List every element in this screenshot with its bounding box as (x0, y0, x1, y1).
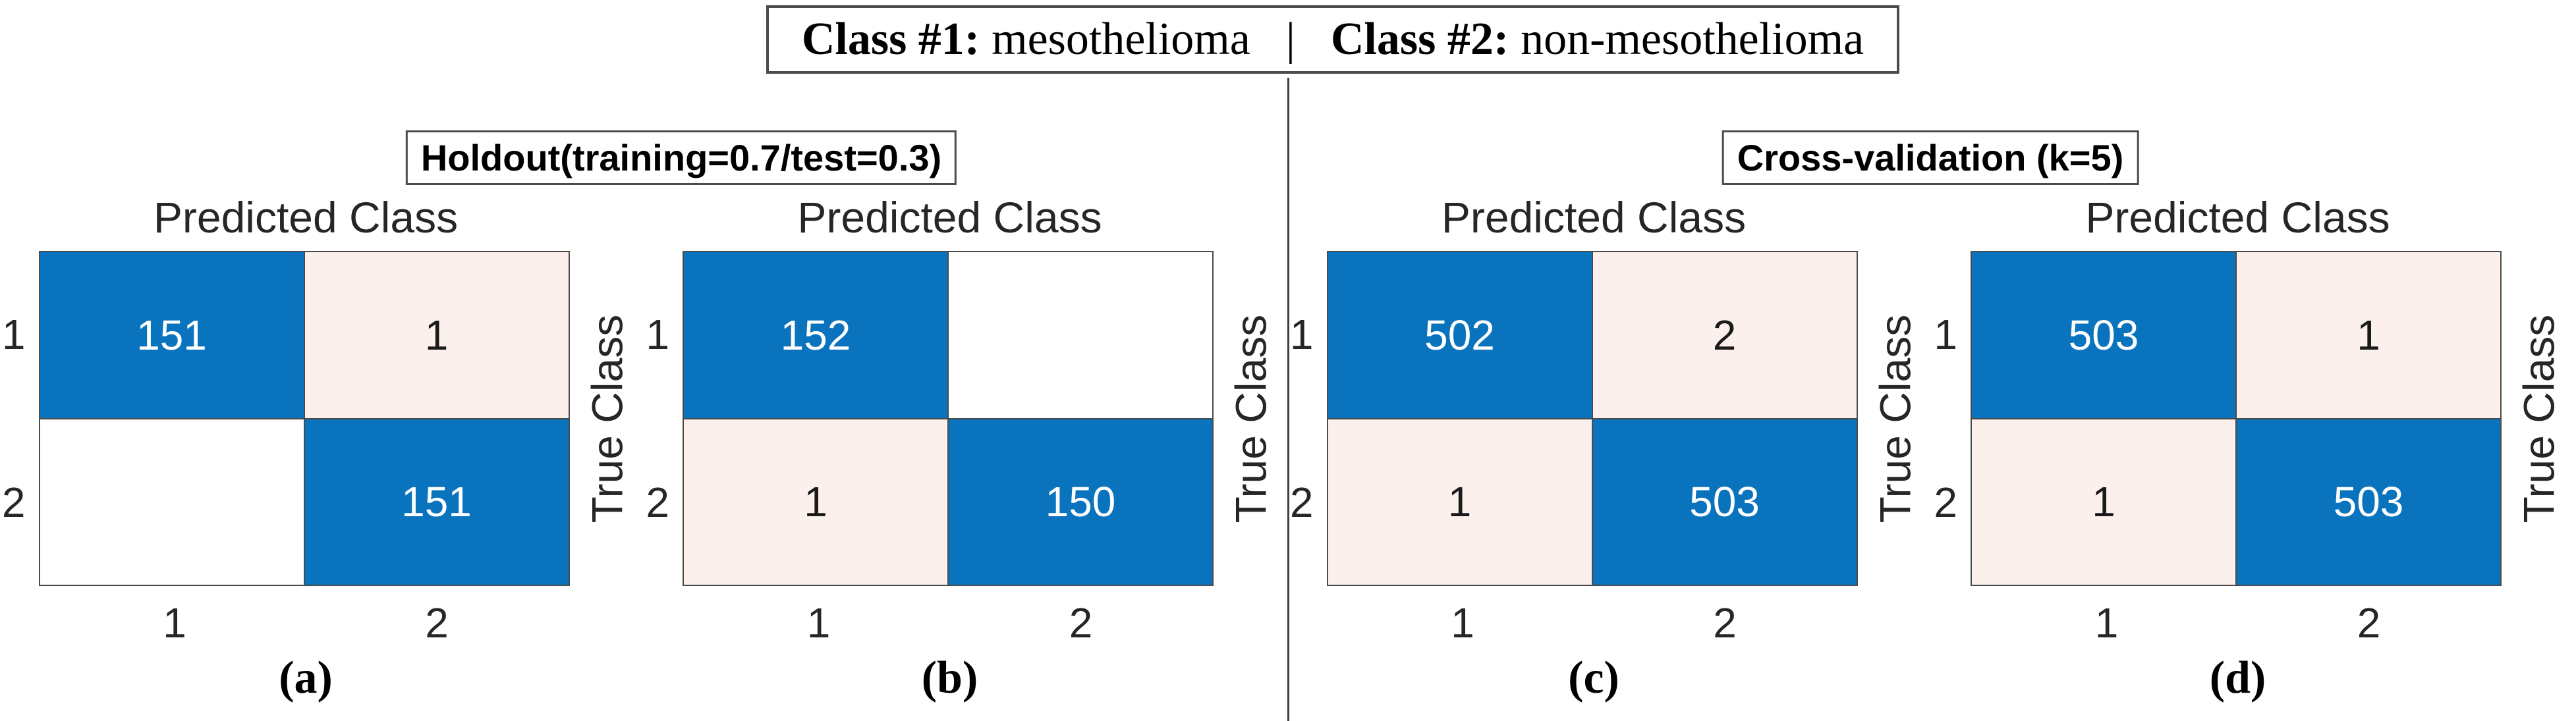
y-tick-label: 2 (1, 478, 26, 526)
matrix-cell-r1c1: 503 (1971, 251, 2237, 419)
matrix-cell-r2c1 (38, 417, 305, 586)
true-class-label: True Class (1870, 314, 1920, 523)
legend-separator: | (1285, 14, 1295, 65)
class2-label: Class #2: (1330, 14, 1509, 65)
class1-label: Class #1: (801, 14, 980, 65)
matrix-row: 152 (683, 251, 1214, 419)
predicted-class-label: Predicted Class (1441, 193, 1747, 242)
confusion-matrix-grid: 152 1 150 (683, 251, 1214, 586)
matrix-row: 151 1 (38, 251, 570, 419)
matrix-cell-r2c1: 1 (683, 417, 949, 586)
matrix-cell-r1c2: 1 (303, 251, 570, 419)
x-tick-label: 1 (1451, 599, 1474, 647)
y-tick-label: 1 (1, 311, 26, 359)
x-tick-label: 2 (425, 599, 449, 647)
true-class-label-wrap: True Class (1858, 251, 1932, 586)
matrix-cell-r1c1: 152 (683, 251, 949, 419)
matrix-row: 1 503 (1971, 417, 2502, 586)
matrix-cell-r2c2: 151 (303, 417, 570, 586)
section-divider-line (1287, 78, 1289, 721)
x-tick-label: 1 (806, 599, 831, 647)
matrix-cell-r1c2: 1 (2235, 251, 2502, 419)
x-axis-ticks: 1 2 (43, 602, 568, 644)
matrix-cell-r1c2 (947, 251, 1214, 419)
predicted-class-label: Predicted Class (153, 193, 459, 242)
class2-value: non-mesothelioma (1521, 14, 1864, 65)
y-tick-label: 2 (1934, 478, 1957, 526)
matrix-cell-r2c2: 503 (2235, 417, 2502, 586)
confusion-matrix-grid: 502 2 1 503 (1326, 251, 1858, 586)
y-axis-ticks: 1 2 (1932, 251, 1971, 586)
matrix-row: 503 1 (1971, 251, 2502, 419)
x-tick-label: 2 (1069, 599, 1093, 647)
matrix-cell-r1c2: 2 (1591, 251, 1858, 419)
matrix-cell-r2c1: 1 (1326, 417, 1593, 586)
predicted-class-label: Predicted Class (2085, 193, 2390, 242)
panel-caption-a: (a) (279, 653, 333, 703)
panel-caption-c: (c) (1568, 653, 1619, 703)
y-axis-ticks: 1 2 (644, 251, 683, 586)
class-legend-box: Class #1: mesothelioma | Class #2: non-m… (766, 5, 1899, 74)
y-axis-ticks: 1 2 (1288, 251, 1327, 586)
confusion-matrix-grid: 151 1 151 (38, 251, 570, 586)
y-axis-ticks: 1 2 (0, 251, 39, 586)
y-tick-label: 1 (646, 311, 669, 359)
class1-value: mesothelioma (992, 14, 1250, 65)
matrix-row: 1 150 (683, 417, 1214, 586)
y-tick-label: 1 (1289, 311, 1314, 359)
matrix-cell-r2c2: 503 (1591, 417, 1858, 586)
confusion-matrix-grid: 503 1 1 503 (1971, 251, 2502, 586)
y-tick-label: 1 (1934, 311, 1957, 359)
confusion-matrix-panel-d: Predicted Class 1 2 503 1 1 503 True Class… (1932, 194, 2576, 705)
panel-caption-b: (b) (921, 653, 978, 703)
x-tick-label: 1 (163, 599, 186, 647)
x-tick-label: 2 (2357, 599, 2381, 647)
true-class-label: True Class (582, 314, 632, 523)
y-tick-label: 2 (646, 478, 669, 526)
confusion-matrix-panel-b: Predicted Class 1 2 152 1 150 True Class … (644, 194, 1289, 705)
matrix-row: 1 503 (1326, 417, 1858, 586)
matrix-cell-r2c2: 150 (947, 417, 1214, 586)
true-class-label: True Class (2514, 314, 2563, 523)
crossval-header-box: Cross-validation (k=5) (1722, 130, 2139, 185)
predicted-class-label: Predicted Class (797, 193, 1102, 242)
holdout-header-box: Holdout(training=0.7/test=0.3) (405, 130, 957, 185)
confusion-matrix-panel-c: Predicted Class 1 2 502 2 1 503 True Class… (1288, 194, 1932, 705)
true-class-label-wrap: True Class (1214, 251, 1288, 586)
matrix-row: 502 2 (1326, 251, 1858, 419)
matrix-row: 151 (38, 417, 570, 586)
y-tick-label: 2 (1289, 478, 1314, 526)
panels-row: Predicted Class 1 2 151 1 151 True Class … (0, 194, 2576, 705)
x-tick-label: 1 (2094, 599, 2119, 647)
x-axis-ticks: 1 2 (1331, 602, 1856, 644)
x-tick-label: 2 (1713, 599, 1737, 647)
panel-caption-d: (d) (2209, 653, 2266, 703)
matrix-cell-r2c1: 1 (1971, 417, 2237, 586)
matrix-cell-r1c1: 502 (1326, 251, 1593, 419)
matrix-cell-r1c1: 151 (38, 251, 305, 419)
true-class-label-wrap: True Class (2502, 251, 2576, 586)
true-class-label: True Class (1226, 314, 1275, 523)
x-axis-ticks: 1 2 (1976, 602, 2500, 644)
confusion-matrix-panel-a: Predicted Class 1 2 151 1 151 True Class … (0, 194, 644, 705)
true-class-label-wrap: True Class (570, 251, 644, 586)
x-axis-ticks: 1 2 (688, 602, 1212, 644)
